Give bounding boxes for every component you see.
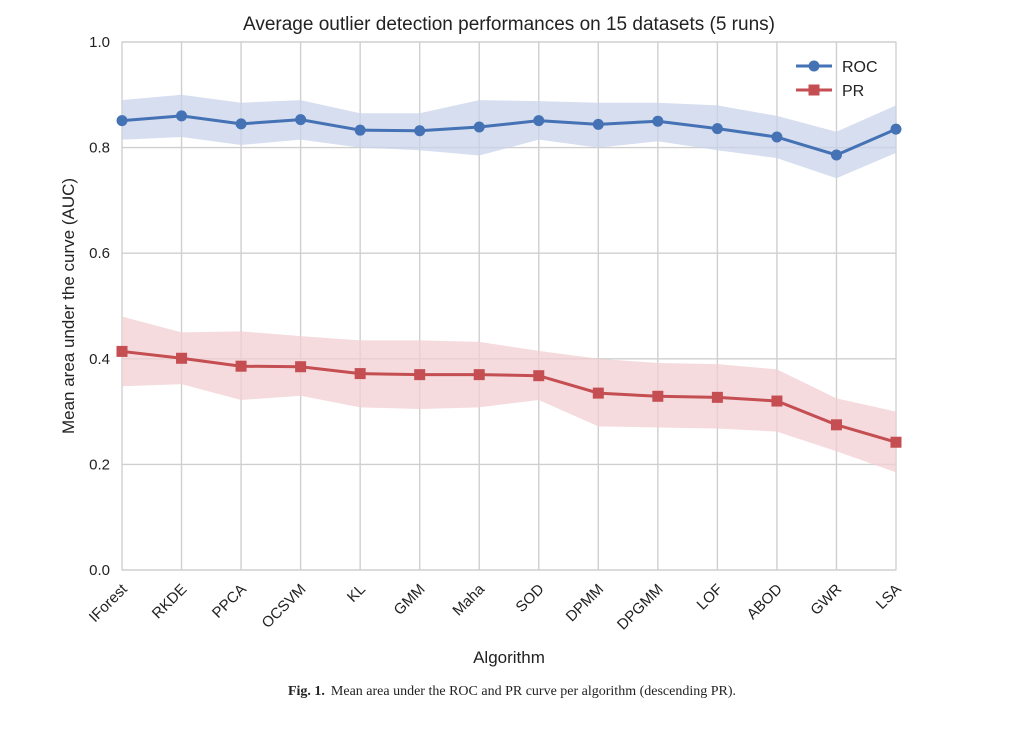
pr-point — [473, 369, 485, 381]
x-tick-label: Maha — [449, 580, 488, 619]
x-tick-label: RKDE — [149, 581, 190, 622]
y-tick-labels: 0.0 0.2 0.4 0.6 0.8 1.0 — [89, 34, 110, 579]
roc-point — [473, 121, 485, 133]
caption-label: Fig. 1. — [287, 684, 325, 699]
y-tick-label: 0.8 — [89, 140, 110, 157]
x-tick-label: IForest — [86, 580, 132, 626]
roc-point — [414, 125, 426, 137]
pr-point — [652, 390, 664, 402]
roc-point — [652, 115, 664, 127]
x-tick-label: LOF — [694, 581, 727, 614]
roc-legend-marker — [808, 60, 820, 72]
pr-point — [890, 436, 902, 448]
pr-point — [711, 391, 723, 403]
x-tick-label: GWR — [807, 581, 845, 619]
x-tick-label: DPMM — [563, 581, 607, 625]
series-markers — [116, 110, 902, 448]
y-tick-label: 0.6 — [89, 245, 110, 262]
roc-point — [116, 115, 128, 127]
y-tick-label: 0.0 — [89, 562, 110, 579]
pr-point — [295, 361, 307, 373]
x-tick-label: SOD — [513, 581, 548, 616]
confidence-bands — [122, 94, 896, 473]
x-tick-label: PPCA — [209, 581, 250, 622]
roc-point — [771, 131, 783, 143]
roc-point — [235, 118, 247, 130]
pr-point — [414, 369, 426, 381]
pr-legend-marker — [808, 84, 820, 96]
pr-point — [176, 352, 188, 364]
pr-point — [592, 387, 604, 399]
x-tick-label: LSA — [873, 581, 905, 613]
roc-point — [830, 149, 842, 161]
x-tick-label: KL — [344, 581, 369, 606]
legend: ROC PR — [796, 59, 878, 100]
roc-legend-label: ROC — [842, 59, 878, 76]
figure-caption: Fig. 1. Mean area under the ROC and PR cu… — [0, 684, 1024, 700]
x-axis-label: Algorithm — [473, 648, 545, 667]
chart-title: Average outlier detection performances o… — [243, 14, 775, 35]
x-tick-label: ABOD — [744, 581, 786, 623]
caption-text: Mean area under the ROC and PR curve per… — [330, 684, 737, 699]
roc-point — [533, 115, 545, 127]
y-tick-label: 0.4 — [89, 351, 110, 368]
roc-point — [711, 123, 723, 135]
x-tick-label: GMM — [391, 581, 429, 619]
roc-line — [121, 114, 897, 157]
roc-point — [295, 114, 307, 126]
pr-line — [121, 349, 897, 444]
y-tick-label: 1.0 — [89, 34, 110, 51]
y-tick-label: 0.2 — [89, 456, 110, 473]
series-lines — [121, 114, 897, 444]
x-tick-label: OCSVM — [259, 581, 310, 632]
pr-legend-label: PR — [842, 83, 864, 100]
pr-point — [116, 345, 128, 357]
roc-point — [354, 124, 366, 136]
roc-point — [890, 123, 902, 135]
roc-point — [592, 118, 604, 130]
x-tick-labels: IForest RKDE PPCA OCSVM KL GMM Maha SOD DPMM DPGM… — [86, 580, 905, 633]
x-tick-label: DPGMM — [614, 581, 667, 634]
roc-confidence-band — [122, 94, 896, 179]
pr-point — [771, 395, 783, 407]
pr-point — [533, 370, 545, 382]
pr-point — [235, 360, 247, 372]
pr-point — [830, 419, 842, 431]
pr-point — [354, 368, 366, 380]
line-chart: Average outlier detection performances o… — [59, 14, 905, 667]
roc-point — [176, 110, 188, 122]
pr-confidence-band — [122, 316, 896, 473]
y-axis-label: Mean area under the curve (AUC) — [59, 178, 78, 434]
